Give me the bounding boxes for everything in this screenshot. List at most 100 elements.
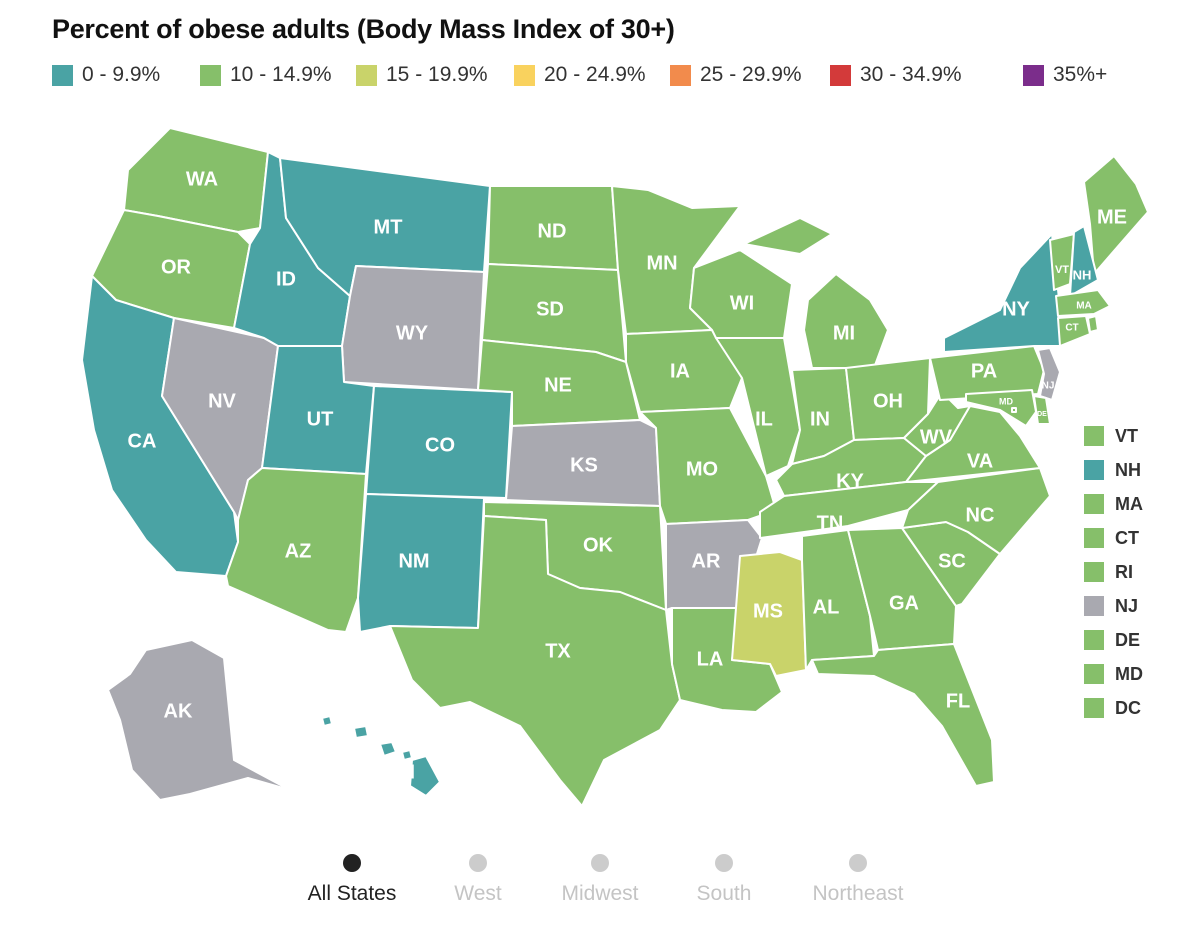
legend-item: 25 - 29.9%	[670, 60, 802, 90]
small-state-ma[interactable]: MA	[1084, 492, 1143, 516]
region-tab-label: West	[454, 882, 502, 905]
region-tab-all-states[interactable]: All States	[292, 850, 412, 910]
state-label-az: AZ	[285, 540, 312, 562]
small-state-label: NH	[1115, 459, 1141, 480]
state-label-mi: MI	[833, 322, 855, 344]
legend-item: 10 - 14.9%	[200, 60, 332, 90]
legend-item: 15 - 19.9%	[356, 60, 488, 90]
small-state-swatch	[1084, 494, 1104, 514]
state-label-or: OR	[161, 256, 192, 278]
region-tab-dot	[715, 854, 733, 872]
state-me[interactable]	[1083, 155, 1149, 275]
small-state-label: RI	[1115, 561, 1133, 582]
small-state-swatch	[1084, 460, 1104, 480]
region-tab-label: Northeast	[812, 882, 904, 905]
small-state-de[interactable]: DE	[1084, 628, 1140, 652]
small-state-ct[interactable]: CT	[1084, 526, 1139, 550]
state-label-ms: MS	[753, 600, 783, 622]
region-tab-dot	[591, 854, 609, 872]
legend-swatch	[200, 64, 221, 86]
state-label-fl: FL	[946, 690, 970, 712]
state-label-ar: AR	[692, 550, 721, 572]
state-ma[interactable]	[1055, 289, 1111, 317]
legend-label: 0 - 9.9%	[82, 63, 161, 86]
state-label-al: AL	[813, 596, 840, 618]
legend-label: 20 - 24.9%	[544, 63, 646, 86]
state-label-md: MD	[999, 396, 1013, 406]
small-state-label: MA	[1115, 493, 1143, 514]
state-label-me: ME	[1097, 206, 1127, 228]
legend-label: 15 - 19.9%	[386, 63, 488, 86]
state-label-il: IL	[755, 408, 773, 430]
state-md[interactable]	[965, 389, 1037, 427]
small-state-ri[interactable]: RI	[1084, 560, 1133, 584]
state-label-tn: TN	[817, 512, 844, 534]
small-state-swatch	[1084, 664, 1104, 684]
state-ms[interactable]	[731, 551, 807, 677]
legend-item: 0 - 9.9%	[52, 60, 160, 90]
state-label-ia: IA	[670, 360, 690, 382]
state-label-mn: MN	[646, 252, 677, 274]
small-state-nj[interactable]: NJ	[1084, 594, 1138, 618]
small-state-swatch	[1084, 426, 1104, 446]
small-state-swatch	[1084, 562, 1104, 582]
legend-label: 25 - 29.9%	[700, 63, 802, 86]
region-tab-midwest[interactable]: Midwest	[540, 850, 660, 910]
legend-swatch	[1023, 64, 1044, 86]
region-tab-west[interactable]: West	[418, 850, 538, 910]
region-tab-label: Midwest	[561, 882, 639, 905]
state-label-nj: NJ	[1042, 381, 1055, 392]
legend-item: 20 - 24.9%	[514, 60, 646, 90]
state-label-mo: MO	[686, 458, 718, 480]
state-label-ky: KY	[836, 470, 864, 492]
legend-swatch	[356, 64, 377, 86]
region-tab-dot	[849, 854, 867, 872]
state-label-ok: OK	[583, 534, 614, 556]
state-nj[interactable]	[1037, 347, 1061, 401]
state-ak[interactable]	[107, 639, 291, 801]
state-label-oh: OH	[873, 390, 903, 412]
state-label-nh: NH	[1073, 267, 1092, 282]
region-tab-south[interactable]: South	[664, 850, 784, 910]
state-fl[interactable]	[811, 643, 995, 787]
state-label-nd: ND	[538, 220, 567, 242]
small-state-vt[interactable]: VT	[1084, 424, 1138, 448]
small-state-dc[interactable]: DC	[1084, 696, 1141, 720]
legend-swatch	[52, 64, 73, 86]
state-label-la: LA	[697, 648, 724, 670]
state-nc[interactable]	[901, 467, 1051, 555]
state-label-va: VA	[967, 450, 993, 472]
state-label-nc: NC	[966, 504, 995, 526]
small-state-label: MD	[1115, 663, 1143, 684]
state-wv[interactable]	[903, 391, 971, 457]
state-de[interactable]	[1033, 395, 1051, 425]
state-label-nm: NM	[398, 550, 429, 572]
state-label-hi: HI	[395, 761, 415, 783]
state-label-mt: MT	[374, 216, 403, 238]
small-state-label: DC	[1115, 697, 1141, 718]
state-label-wi: WI	[730, 292, 754, 314]
small-state-label: VT	[1115, 425, 1139, 446]
legend-swatch	[670, 64, 691, 86]
state-label-ks: KS	[570, 454, 598, 476]
state-ny[interactable]	[943, 233, 1061, 353]
state-ri[interactable]	[1087, 315, 1099, 333]
state-label-ak: AK	[164, 700, 193, 722]
small-state-swatch	[1084, 528, 1104, 548]
state-il[interactable]	[715, 337, 801, 477]
small-state-nh[interactable]: NH	[1084, 458, 1141, 482]
state-nh[interactable]	[1069, 225, 1099, 297]
state-mi[interactable]	[743, 217, 889, 369]
state-tx[interactable]	[389, 515, 681, 807]
state-hi[interactable]	[321, 715, 441, 797]
state-dc[interactable]	[1011, 407, 1017, 413]
region-tab-northeast[interactable]: Northeast	[798, 850, 918, 910]
state-label-wy: WY	[396, 322, 429, 344]
state-label-nv: NV	[208, 390, 236, 412]
map-title: Percent of obese adults (Body Mass Index…	[52, 14, 675, 44]
small-state-md[interactable]: MD	[1084, 662, 1143, 686]
state-ct[interactable]	[1057, 315, 1091, 347]
small-state-swatch	[1084, 596, 1104, 616]
legend-label: 30 - 34.9%	[860, 63, 962, 86]
